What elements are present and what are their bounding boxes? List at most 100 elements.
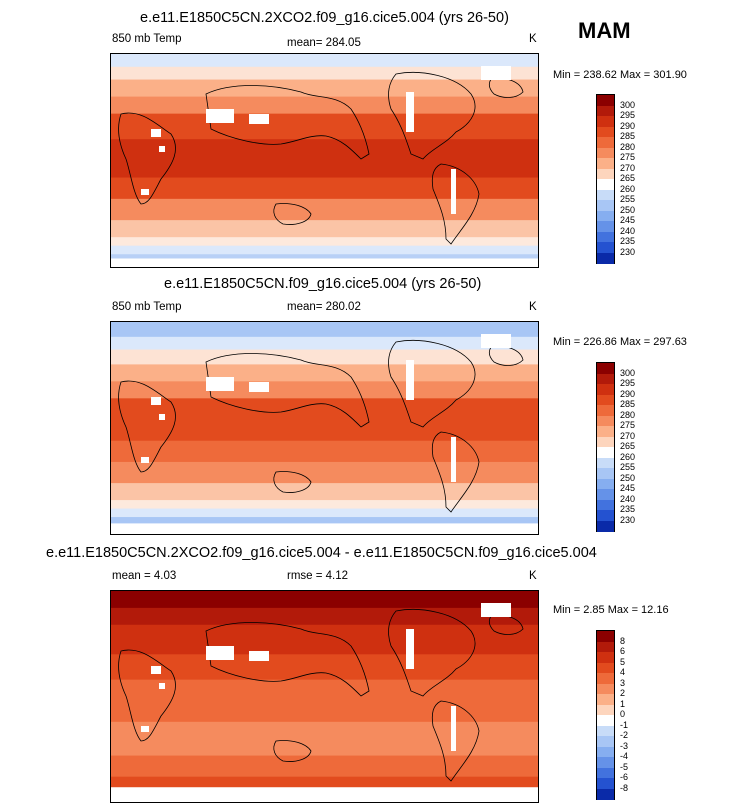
field-band: [111, 336, 538, 351]
coastline: [273, 203, 312, 225]
colorbar-swatch: [597, 704, 614, 716]
missing-data-patch: [249, 114, 269, 124]
missing-data-patch: [206, 109, 234, 123]
coastline: [488, 345, 524, 366]
colorbar-label: 250: [620, 204, 636, 215]
colorbar-label: 235: [620, 504, 636, 514]
colorbar-label: -2: [620, 730, 629, 740]
coastline: [388, 609, 476, 697]
coastline: [273, 471, 312, 493]
colorbar-swatch: [597, 242, 614, 253]
field-band: [111, 79, 538, 98]
mean-label: mean= 280.02: [287, 301, 361, 313]
coastline: [431, 163, 480, 245]
coastline: [388, 340, 476, 428]
colorbar-swatch: [597, 95, 614, 106]
colorbar-label: 290: [620, 120, 636, 131]
colorbar-swatch: [597, 373, 614, 385]
colorbar-label: 245: [620, 483, 636, 493]
colorbar-swatch: [597, 457, 614, 469]
colorbar-swatch: [597, 415, 614, 427]
missing-data-patch: [159, 146, 165, 152]
units-label: K: [529, 33, 537, 45]
colorbar-label: -8: [620, 782, 629, 793]
colorbar-swatch: [597, 725, 614, 737]
colorbar-label: 270: [620, 162, 636, 173]
field-band: [111, 349, 538, 365]
missing-data-patch: [206, 377, 234, 391]
coastline: [431, 431, 480, 513]
missing-data-patch: [406, 629, 414, 669]
colorbar-swatch: [597, 158, 614, 169]
units-label: K: [529, 570, 537, 582]
colorbar-swatch: [597, 137, 614, 148]
field-band: [111, 624, 538, 655]
colorbar-label: 240: [620, 225, 636, 236]
colorbar: 300 295 290 285 280 275 270 265 260 255 250 245 240 2…: [596, 94, 635, 264]
missing-data-patch: [206, 646, 234, 660]
colorbar-label: 1: [620, 698, 626, 709]
colorbar-swatch: [597, 426, 614, 437]
colorbar-swatch: [597, 363, 614, 374]
colorbar-swatch: [597, 757, 614, 768]
field-band: [111, 591, 538, 609]
colorbar-swatch: [597, 252, 614, 264]
field-band: [111, 607, 538, 626]
field-band: [111, 177, 538, 200]
colorbar-swatch: [597, 736, 614, 747]
coastline: [118, 112, 176, 205]
colorbar-label: 285: [620, 131, 636, 141]
field-band: [111, 654, 538, 681]
field-band: [111, 113, 538, 140]
colorbar-label: 4: [620, 667, 626, 677]
field-band: [111, 755, 538, 778]
field-band: [111, 139, 538, 179]
map-panel: [110, 590, 539, 803]
colorbar-label: -1: [620, 719, 629, 730]
colorbar-label: 235: [620, 236, 636, 246]
colorbar-swatch: [597, 405, 614, 416]
panel-title: e.e11.E1850C5CN.2XCO2.f09_g16.cice5.004 …: [46, 545, 597, 561]
colorbar-label: 275: [620, 420, 636, 430]
colorbar: 8 6 5 4 3 2 1 0 -1 -2 -3 -4 -5 -6 -8: [596, 630, 628, 800]
colorbar-label: 240: [620, 493, 636, 504]
units-label: K: [529, 301, 537, 313]
colorbar-label: -5: [620, 761, 629, 772]
minmax-label: Min = 2.85 Max = 12.16: [553, 604, 669, 616]
colorbar-label: 2: [620, 688, 626, 698]
colorbar-label: 255: [620, 194, 636, 204]
field-band: [111, 508, 538, 518]
colorbar-swatch: [597, 436, 614, 448]
variable-label: 850 mb Temp: [112, 33, 182, 45]
field-band: [111, 500, 538, 510]
colorbar-label: 3: [620, 677, 626, 688]
colorbar-label: 265: [620, 441, 636, 451]
missing-data-patch: [141, 189, 149, 195]
colorbar-label: 230: [620, 246, 636, 257]
colorbar-label: -6: [620, 772, 629, 782]
season-label: MAM: [578, 18, 631, 43]
field-band: [111, 381, 538, 399]
coastline: [205, 353, 370, 428]
coastline: [431, 700, 480, 782]
coastline: [118, 380, 176, 473]
minmax-label: Min = 226.86 Max = 297.63: [553, 336, 687, 348]
field-band: [111, 721, 538, 757]
field-band: [111, 398, 538, 442]
colorbar-swatch: [597, 788, 614, 800]
map-field: [111, 54, 538, 267]
colorbar-label: 290: [620, 388, 636, 399]
colorbar-swatch: [597, 641, 614, 653]
coastline: [205, 622, 370, 697]
colorbar-swatch: [597, 231, 614, 243]
colorbar-label: 285: [620, 399, 636, 409]
colorbar-swatch: [597, 778, 614, 789]
colorbar-swatch: [597, 631, 614, 642]
field-band: [111, 787, 538, 802]
field-band: [111, 66, 538, 81]
map-field: [111, 322, 538, 534]
missing-data-patch: [451, 437, 456, 482]
colorbar-swatch: [597, 499, 614, 511]
colorbar-swatch: [597, 394, 614, 406]
missing-data-patch: [481, 66, 511, 80]
